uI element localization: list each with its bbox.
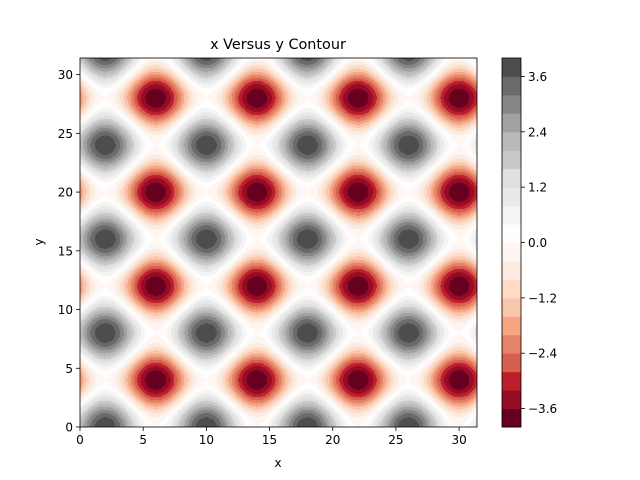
colorbar-swatch — [502, 408, 521, 428]
colorbar-swatch — [502, 168, 521, 188]
x-tick-label: 15 — [262, 433, 277, 447]
x-axis: 0 5 10 15 20 25 30 — [76, 427, 467, 447]
y-tick-label: 20 — [58, 186, 73, 200]
colorbar-swatch — [502, 242, 521, 262]
x-tick-label: 20 — [325, 433, 340, 447]
y-tick-label: 0 — [65, 421, 73, 435]
colorbar-swatch — [502, 94, 521, 114]
colorbar-tick-label: 1.2 — [528, 181, 547, 195]
colorbar-swatch — [502, 371, 521, 391]
colorbar-tick-label: −2.4 — [528, 347, 557, 361]
colorbar-swatch — [502, 334, 521, 354]
colorbar-tick-label: 0.0 — [528, 236, 547, 250]
colorbar-tick-label: 2.4 — [528, 125, 547, 139]
chart-title: x Versus y Contour — [210, 37, 346, 53]
colorbar-swatch — [502, 113, 521, 133]
y-tick-label: 15 — [58, 244, 73, 258]
colorbar-swatch — [502, 353, 521, 373]
colorbar-tick-label: −3.6 — [528, 402, 557, 416]
x-axis-title: x — [274, 456, 281, 470]
colorbar-tick-label: 3.6 — [528, 70, 547, 84]
colorbar-swatch — [502, 260, 521, 280]
contour-fill — [80, 58, 477, 427]
y-tick-label: 10 — [58, 303, 73, 317]
x-tick-label: 0 — [76, 433, 84, 447]
colorbar-swatch — [502, 224, 521, 243]
colorbar-swatch — [502, 279, 521, 299]
plot-border — [79, 57, 478, 428]
y-tick-label: 25 — [58, 127, 73, 141]
colorbar-swatch — [502, 187, 521, 207]
x-tick-label: 5 — [139, 433, 147, 447]
colorbar: −3.6 −2.4 −1.2 0.0 1.2 2.4 3.6 — [501, 57, 557, 428]
plot-area — [80, 58, 477, 427]
colorbar-swatch — [502, 390, 521, 410]
colorbar-swatch — [502, 205, 521, 225]
y-axis: 0 5 10 15 20 25 30 — [58, 68, 80, 435]
y-tick-label: 30 — [58, 68, 73, 82]
colorbar-swatch — [502, 316, 521, 336]
plot-frame — [79, 57, 478, 428]
colorbar-swatch — [502, 297, 521, 317]
colorbar-tick-label: −1.2 — [528, 291, 557, 305]
colorbar-swatch — [502, 150, 521, 170]
y-tick-label: 5 — [65, 362, 73, 376]
x-tick-label: 25 — [388, 433, 403, 447]
colorbar-swatch — [502, 58, 521, 77]
y-axis-title: y — [32, 238, 46, 245]
colorbar-swatch — [502, 76, 521, 96]
colorbar-swatch — [502, 131, 521, 151]
x-tick-label: 30 — [451, 433, 466, 447]
x-tick-label: 10 — [199, 433, 214, 447]
